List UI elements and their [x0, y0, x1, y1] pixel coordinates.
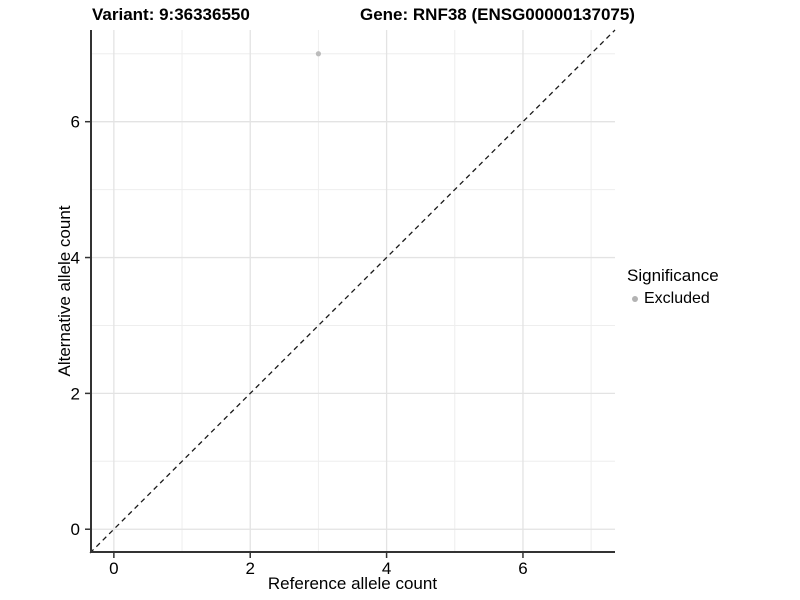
legend: Significance Excluded: [627, 266, 719, 308]
data-point: [315, 51, 322, 57]
variant-title: Variant: 9:36336550: [92, 5, 250, 24]
x-tick-label: 6: [518, 559, 527, 578]
y-tick-label: 2: [71, 384, 80, 403]
legend-title: Significance: [627, 266, 719, 285]
identity-dashed-line: [89, 29, 616, 554]
y-tick-label: 6: [71, 113, 80, 132]
x-tick-label: 2: [245, 559, 254, 578]
y-axis-title: Alternative allele count: [55, 205, 74, 377]
y-tick-label: 0: [71, 520, 80, 539]
x-tick-label: 0: [109, 559, 118, 578]
chart-panel: 0 2 4 6 0 2 4 6: [71, 29, 616, 578]
x-tick-label: 4: [382, 559, 391, 578]
legend-item-excluded: Excluded: [627, 290, 719, 308]
gene-title: Gene: RNF38 (ENSG00000137075): [360, 5, 635, 24]
excluded-point-icon: [632, 296, 638, 302]
x-axis-title: Reference allele count: [267, 574, 438, 593]
legend-item-label: Excluded: [644, 290, 710, 307]
y-tick-label: 4: [71, 249, 80, 268]
